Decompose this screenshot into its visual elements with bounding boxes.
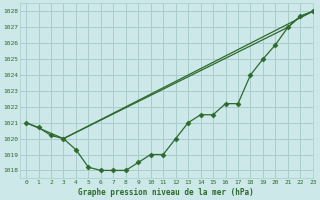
X-axis label: Graphe pression niveau de la mer (hPa): Graphe pression niveau de la mer (hPa) xyxy=(78,188,254,197)
